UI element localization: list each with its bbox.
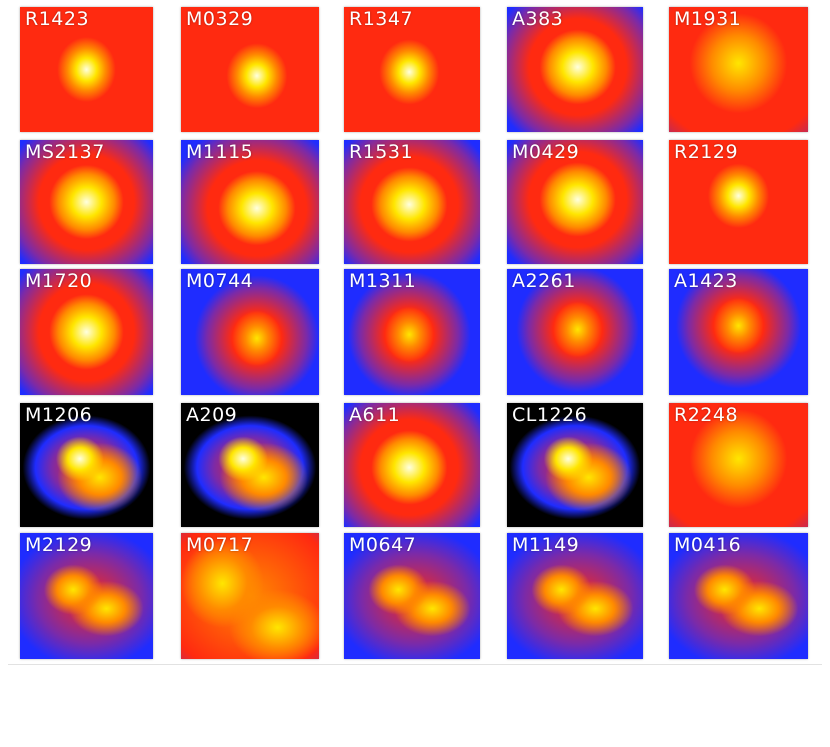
- cluster-panel-m0717: M0717: [181, 533, 319, 659]
- cluster-panel-a1423: A1423: [669, 269, 808, 395]
- cluster-label: M1311: [349, 270, 417, 292]
- cluster-panel-ms2137: MS2137: [20, 140, 153, 264]
- cluster-panel-a383: A383: [507, 7, 643, 132]
- cluster-panel-m0744: M0744: [181, 269, 319, 395]
- cluster-label: R1347: [349, 8, 414, 30]
- cluster-panel-r1531: R1531: [344, 140, 480, 264]
- cluster-label: R2129: [674, 141, 739, 163]
- cluster-label: A2261: [512, 270, 576, 292]
- cluster-label: M0647: [349, 534, 417, 556]
- cluster-panel-m1311: M1311: [344, 269, 480, 395]
- cluster-label: M0744: [186, 270, 254, 292]
- cluster-label: M1149: [512, 534, 580, 556]
- cluster-label: M0717: [186, 534, 254, 556]
- cluster-label: R2248: [674, 404, 739, 426]
- cluster-panel-r1347: R1347: [344, 7, 480, 132]
- cluster-panel-r2248: R2248: [669, 403, 808, 527]
- cluster-label: R1423: [25, 8, 90, 30]
- cluster-label: M2129: [25, 534, 93, 556]
- cluster-panel-m1206: M1206: [20, 403, 153, 527]
- cluster-label: A611: [349, 404, 401, 426]
- cluster-label: A209: [186, 404, 238, 426]
- cluster-label: MS2137: [25, 141, 105, 163]
- cluster-panel-m1931: M1931: [669, 7, 808, 132]
- cluster-panel-m0647: M0647: [344, 533, 480, 659]
- cluster-panel-r2129: R2129: [669, 140, 808, 264]
- cluster-label: M1115: [186, 141, 254, 163]
- cluster-label: M0429: [512, 141, 580, 163]
- cluster-label: CL1226: [512, 404, 588, 426]
- cluster-panel-a209: A209: [181, 403, 319, 527]
- cluster-panel-m1149: M1149: [507, 533, 643, 659]
- cluster-panel-a611: A611: [344, 403, 480, 527]
- cluster-panel-a2261: A2261: [507, 269, 643, 395]
- cluster-label: R1531: [349, 141, 414, 163]
- cluster-label: M0329: [186, 8, 254, 30]
- cluster-panel-m0429: M0429: [507, 140, 643, 264]
- cluster-panel-m0416: M0416: [669, 533, 808, 659]
- cluster-panel-cl1226: CL1226: [507, 403, 643, 527]
- bottom-divider: [8, 664, 822, 665]
- cluster-label: M0416: [674, 534, 742, 556]
- cluster-label: M1720: [25, 270, 93, 292]
- cluster-panel-m2129: M2129: [20, 533, 153, 659]
- cluster-panel-m1720: M1720: [20, 269, 153, 395]
- cluster-label: A1423: [674, 270, 738, 292]
- cluster-label: A383: [512, 8, 564, 30]
- cluster-panel-m0329: M0329: [181, 7, 319, 132]
- cluster-label: M1206: [25, 404, 93, 426]
- cluster-panel-r1423: R1423: [20, 7, 153, 132]
- cluster-panel-m1115: M1115: [181, 140, 319, 264]
- cluster-label: M1931: [674, 8, 742, 30]
